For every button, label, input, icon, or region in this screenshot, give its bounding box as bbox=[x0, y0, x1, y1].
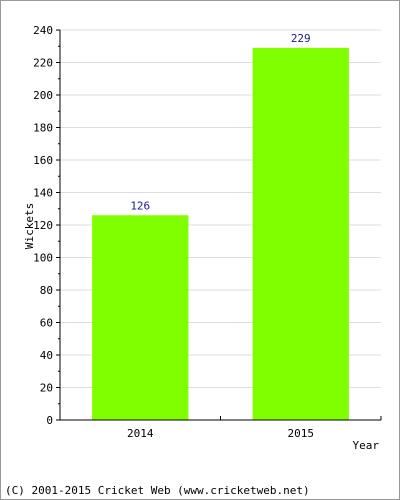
x-tick-label: 2014 bbox=[127, 427, 154, 440]
y-tick-label: 140 bbox=[33, 187, 53, 200]
y-tick-label: 0 bbox=[46, 414, 53, 427]
y-tick-label: 180 bbox=[33, 122, 53, 135]
x-tick-label: 2015 bbox=[288, 427, 315, 440]
bars-group bbox=[92, 47, 349, 420]
bar bbox=[252, 47, 349, 420]
labels-group: 0 20 40 60 80 100 120 140 160 180 200 220 240 126 2014… bbox=[33, 24, 314, 440]
y-tick-label: 200 bbox=[33, 89, 53, 102]
x-axis-title: Year bbox=[353, 439, 380, 452]
y-tick-label: 100 bbox=[33, 252, 53, 265]
y-tick-label: 120 bbox=[33, 219, 53, 232]
y-tick-label: 40 bbox=[40, 349, 53, 362]
y-tick-label: 160 bbox=[33, 154, 53, 167]
y-tick-label: 240 bbox=[33, 24, 53, 37]
y-tick-label: 80 bbox=[40, 284, 53, 297]
copyright-footer: (C) 2001-2015 Cricket Web (www.cricketwe… bbox=[5, 484, 310, 497]
y-tick-label: 220 bbox=[33, 57, 53, 70]
y-tick-label: 20 bbox=[40, 382, 53, 395]
axes-group bbox=[56, 29, 382, 421]
bar bbox=[92, 215, 189, 420]
y-axis-title: Wickets bbox=[23, 203, 36, 249]
bar-value-label: 126 bbox=[130, 199, 150, 212]
bar-value-label: 229 bbox=[291, 32, 311, 45]
y-tick-label: 60 bbox=[40, 317, 53, 330]
